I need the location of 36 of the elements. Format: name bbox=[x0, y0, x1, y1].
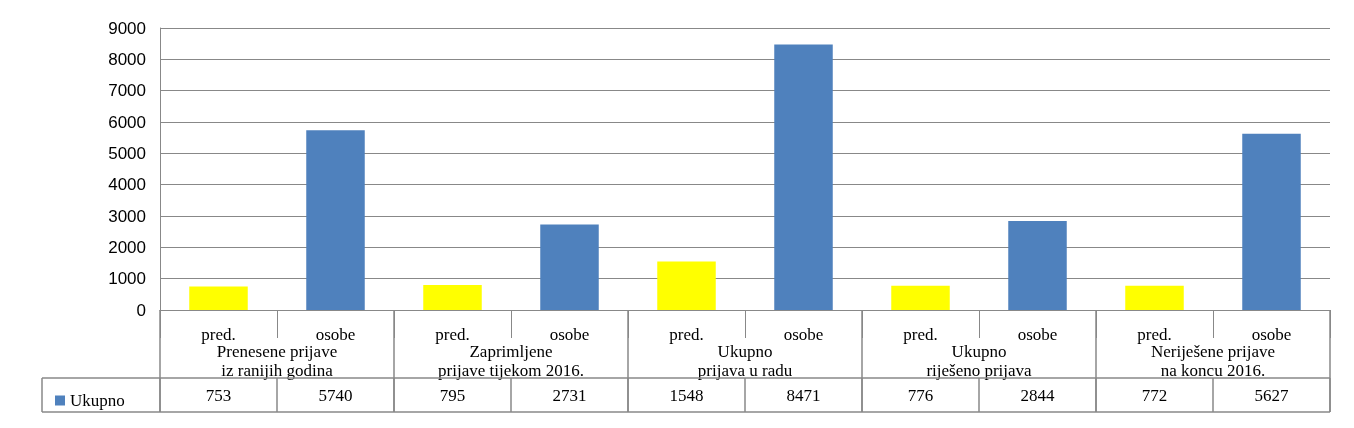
data-label: 5627 bbox=[1254, 385, 1289, 405]
x-tick-label: pred. bbox=[669, 325, 704, 344]
data-label: 776 bbox=[907, 385, 934, 405]
data-label: 8471 bbox=[786, 385, 821, 405]
text: Ukupno prijava u radu bbox=[697, 342, 793, 380]
x-tick-label: osobe bbox=[1251, 325, 1292, 344]
text: Prenesene prijave iz ranijih godina bbox=[216, 342, 338, 380]
x-tick-label: osobe bbox=[783, 325, 824, 344]
y-tick-label: 7000 bbox=[108, 81, 146, 101]
data-label: 5740 bbox=[318, 385, 353, 405]
text: Ukupno riješeno prijava bbox=[926, 342, 1033, 380]
x-tick-label: pred. bbox=[903, 325, 938, 344]
data-label: 795 bbox=[439, 385, 466, 405]
data-label: 2844 bbox=[1020, 385, 1055, 405]
data-label: 2731 bbox=[552, 385, 587, 405]
legend-label: Ukupno bbox=[70, 391, 125, 410]
x-tick-label: pred. bbox=[435, 325, 470, 344]
y-tick-label: 3000 bbox=[108, 206, 146, 226]
x-tick-label: pred. bbox=[201, 325, 236, 344]
x-tick-label: pred. bbox=[1137, 325, 1172, 344]
y-tick-label: 8000 bbox=[108, 49, 146, 69]
data-label: 753 bbox=[205, 385, 232, 405]
y-tick-label: 0 bbox=[136, 300, 146, 320]
y-tick-label: 9000 bbox=[108, 18, 146, 38]
y-tick-label: 5000 bbox=[108, 143, 146, 163]
y-tick-label: 4000 bbox=[108, 175, 146, 195]
data-label: 772 bbox=[1141, 385, 1168, 405]
text: Zaprimljene prijave tijekom 2016. bbox=[438, 342, 584, 380]
x-tick-label: osobe bbox=[315, 325, 356, 344]
y-tick-label: 6000 bbox=[108, 112, 146, 132]
y-tick-label: 1000 bbox=[108, 269, 146, 289]
x-tick-label: osobe bbox=[1017, 325, 1058, 344]
y-tick-label: 2000 bbox=[108, 237, 146, 257]
data-label: 1548 bbox=[669, 385, 704, 405]
text: Neriješene prijave na koncu 2016. bbox=[1150, 342, 1276, 380]
x-tick-label: osobe bbox=[549, 325, 590, 344]
